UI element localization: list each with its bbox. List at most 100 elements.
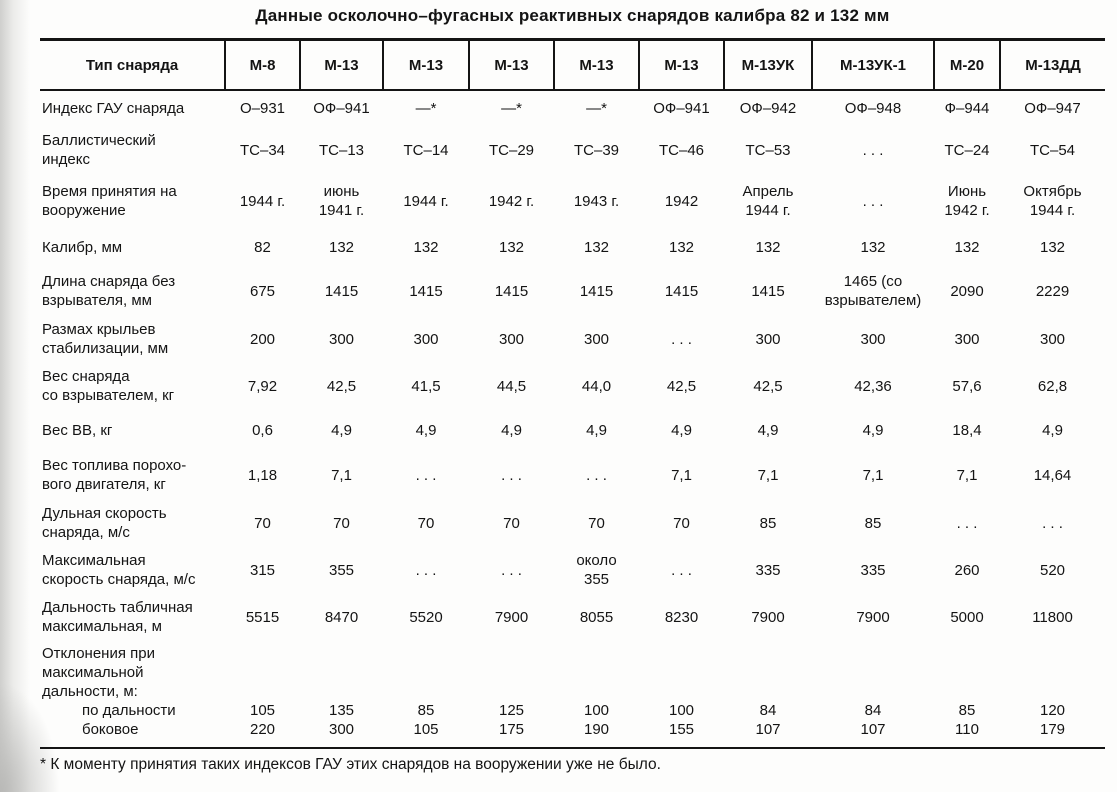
column-header: Тип снаряда <box>40 38 225 91</box>
table-cell: 4,9 <box>671 421 692 439</box>
table-cell: 300 <box>413 330 439 348</box>
table-cell: 1465 (со взрывателем) <box>824 273 922 309</box>
column-header: М-20 <box>933 38 1000 91</box>
table-cell: 4,9 <box>501 421 522 439</box>
row-label: Вес ВВ, кг <box>42 421 113 439</box>
table-title: Данные осколочно–фугасных реактивных сна… <box>255 6 890 25</box>
sub-row-label: боковое <box>82 721 139 738</box>
table-cell: ТС–29 <box>488 141 535 159</box>
column-header: М-13УК-1 <box>811 38 934 91</box>
table-cell: 100 190 <box>554 640 639 749</box>
table-cell: 5515 <box>245 608 280 626</box>
table-cell: 300 <box>498 330 525 348</box>
table-cell: Июнь 1942 г. <box>944 183 990 219</box>
table-cell: 82 <box>254 238 271 256</box>
table-cell: 355 <box>328 561 355 579</box>
table-cell: 132 <box>954 238 980 256</box>
column-header: М-13 <box>299 38 383 91</box>
table-cell: ОФ–947 <box>1024 100 1081 117</box>
table-cell: 315 <box>249 561 276 579</box>
table-cell: 125 175 <box>469 640 554 749</box>
table-cell: 7,92 <box>247 377 278 395</box>
table-cell: ТС–14 <box>403 141 449 159</box>
table-cell: 1942 <box>664 192 699 210</box>
table-cell: 520 <box>1039 561 1066 579</box>
row-label: Вес топлива порохо- вого двигателя, кг <box>42 457 187 493</box>
table-cell: 4,9 <box>757 421 779 439</box>
row-label: Дальность табличная максимальная, м <box>42 599 193 635</box>
table-cell: 4,9 <box>331 421 352 439</box>
column-header: М-13 <box>382 38 469 91</box>
table-row: Длина снаряда без взрывателя, мм 675 1415 1… <box>40 266 1105 316</box>
table-cell: . . . <box>415 561 437 579</box>
table-cell: 675 <box>249 282 276 300</box>
cell-value: 190 <box>583 721 610 738</box>
table-cell: 2090 <box>950 282 984 300</box>
table-cell: 135 300 <box>300 640 383 749</box>
footnote: * К моменту принятия таких индексов ГАУ … <box>40 756 661 773</box>
table-cell: 44,5 <box>496 377 527 395</box>
table-cell: 100 155 <box>639 640 724 749</box>
table-cell: 5520 <box>409 608 443 626</box>
table-cell: . . . <box>501 466 522 484</box>
cell-value: 107 <box>860 721 886 738</box>
row-label: Баллистический индекс <box>42 132 156 168</box>
table-cell: 300 <box>1039 330 1066 348</box>
table-cell: 42,5 <box>666 377 697 395</box>
cell-value: 107 <box>755 721 781 738</box>
table-cell: 8230 <box>664 608 699 626</box>
table-cell: 1415 <box>494 282 529 300</box>
table-cell: 132 <box>498 238 525 256</box>
table-cell: —* <box>415 100 437 117</box>
column-header: М-13 <box>468 38 554 91</box>
cell-value: 125 <box>498 702 525 719</box>
cell-value: 100 <box>668 702 695 719</box>
row-label: Размах крыльев стабилизации, мм <box>42 321 169 357</box>
table-cell: 41,5 <box>411 377 441 395</box>
table-cell: 132 <box>755 238 781 256</box>
cell-value: 84 <box>864 702 882 719</box>
projectile-data-table: Тип снаряда М-8 М-13 М-13 М-13 М-13 М-13 М-13УК… <box>40 38 1105 749</box>
table-cell: —* <box>501 100 522 117</box>
table-cell: ТС–39 <box>573 141 620 159</box>
table-cell: 120 179 <box>1000 640 1105 749</box>
table-cell: 4,9 <box>862 421 884 439</box>
row-label-text: Отклонения при максимальной дальности, м… <box>42 645 155 700</box>
cell-value: 105 <box>413 721 439 738</box>
sub-row-label: по дальности <box>82 702 176 719</box>
table-cell: ОФ–941 <box>313 100 370 117</box>
table-cell: 42,36 <box>854 377 892 395</box>
table-cell: 85 <box>864 514 882 532</box>
table-cell: 4,9 <box>415 421 437 439</box>
column-header: М-13УК <box>723 38 812 91</box>
table-cell: 85 <box>759 514 777 532</box>
table-cell: 105 220 <box>225 640 300 749</box>
cell-value: 84 <box>759 702 777 719</box>
table-cell: О–931 <box>239 100 286 117</box>
scan-edge-artifact <box>0 0 30 792</box>
table-cell: июнь 1941 г. <box>318 183 365 219</box>
table-cell: 7,1 <box>331 466 352 484</box>
table-cell: . . . <box>415 466 437 484</box>
table-cell: 18,4 <box>952 421 982 439</box>
table-cell: 0,6 <box>252 421 273 439</box>
cell-value: 300 <box>328 721 355 738</box>
table-cell: . . . <box>862 141 884 159</box>
table-cell: . . . <box>501 561 522 579</box>
table-cell: 84 107 <box>724 640 812 749</box>
table-cell: 1944 г. <box>403 192 449 210</box>
table-row: Вес топлива порохо- вого двигателя, кг 1,… <box>40 450 1105 500</box>
table-cell: ТС–46 <box>658 141 705 159</box>
cell-value: 220 <box>249 721 276 738</box>
row-label: Вес снаряда со взрывателем, кг <box>42 368 175 404</box>
table-cell: 7,1 <box>862 466 884 484</box>
table-cell: 1943 г. <box>573 192 620 210</box>
table-cell: 1942 г. <box>488 192 535 210</box>
table-cell: 300 <box>954 330 980 348</box>
table-cell: 85 110 <box>934 640 1000 749</box>
table-cell: ОФ–942 <box>739 100 797 117</box>
table-cell: 132 <box>1039 238 1066 256</box>
table-cell: 70 <box>673 514 690 532</box>
table-cell: 1415 <box>664 282 699 300</box>
table-cell: 8055 <box>579 608 614 626</box>
